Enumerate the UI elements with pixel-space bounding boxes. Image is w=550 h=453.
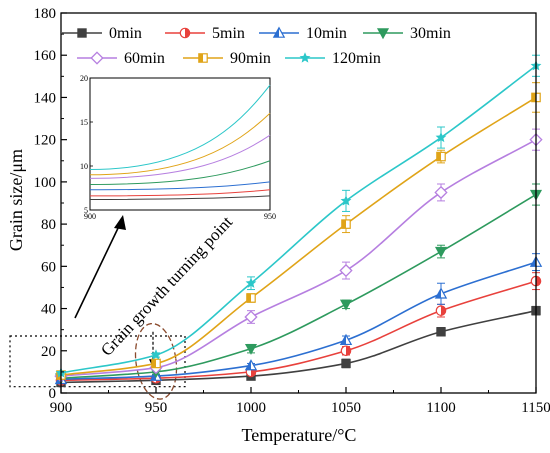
inset-line-30min bbox=[89, 160, 271, 185]
inset-pointer-arrow bbox=[74, 223, 121, 319]
y-axis-title: Grain size/μm bbox=[6, 149, 26, 251]
data-point bbox=[340, 345, 352, 357]
legend-label: 90min bbox=[230, 50, 271, 67]
legend-marker bbox=[376, 28, 390, 40]
legend-marker bbox=[198, 53, 208, 63]
inset-line-90min bbox=[89, 112, 271, 176]
x-tick-label: 950 bbox=[145, 400, 168, 416]
data-point bbox=[150, 349, 162, 360]
legend-marker bbox=[299, 52, 311, 63]
inset-y-tick-label: 20 bbox=[80, 74, 88, 83]
legend-item-5min: 5min bbox=[165, 25, 245, 42]
inset-y-tick-label: 10 bbox=[80, 162, 88, 171]
data-point bbox=[246, 293, 256, 303]
legend-label: 30min bbox=[410, 25, 451, 42]
legend: 0min 5min 10min 30min 60min 90min 120min bbox=[62, 25, 451, 67]
inset-line-60min bbox=[89, 134, 271, 179]
y-tick-label: 80 bbox=[41, 217, 56, 233]
legend-label: 60min bbox=[124, 50, 165, 67]
x-tick-label: 900 bbox=[50, 400, 73, 416]
legend-item-120min: 120min bbox=[285, 50, 381, 67]
inset-frame bbox=[89, 77, 271, 211]
inset-x-tick-label: 950 bbox=[264, 212, 276, 221]
zoom-region-box bbox=[9, 335, 186, 388]
inset-line-10min bbox=[89, 181, 271, 191]
data-point bbox=[434, 246, 448, 258]
x-tick-label: 1150 bbox=[521, 400, 550, 416]
data-point bbox=[244, 359, 258, 371]
y-tick-label: 120 bbox=[34, 133, 57, 149]
data-point bbox=[244, 343, 258, 355]
turning-point-ellipse bbox=[134, 322, 178, 400]
legend-item-60min: 60min bbox=[77, 50, 165, 67]
data-point bbox=[245, 277, 257, 288]
y-tick-label: 180 bbox=[34, 6, 57, 22]
inset-plot: 5 10 15 20 900 950 bbox=[80, 74, 276, 221]
legend-item-10min: 10min bbox=[259, 25, 347, 42]
inset-pointer-arrowhead bbox=[114, 215, 126, 230]
inset-line-0min bbox=[89, 195, 271, 200]
data-point bbox=[434, 287, 448, 299]
legend-marker bbox=[90, 51, 104, 65]
data-point bbox=[340, 195, 352, 206]
legend-item-30min: 30min bbox=[363, 25, 451, 42]
data-point bbox=[244, 310, 258, 324]
series-line-10min bbox=[60, 261, 537, 381]
y-tick-label: 160 bbox=[34, 48, 57, 64]
x-tick-label: 1050 bbox=[331, 400, 361, 416]
legend-label: 120min bbox=[332, 50, 381, 67]
y-tick-label: 0 bbox=[49, 386, 57, 402]
y-tick-label: 100 bbox=[34, 175, 57, 191]
inset-x-tick-label: 900 bbox=[84, 212, 96, 221]
data-point bbox=[339, 263, 353, 278]
data-point bbox=[339, 333, 353, 346]
legend-item-0min: 0min bbox=[62, 25, 142, 42]
data-point bbox=[434, 185, 448, 200]
inset-y-tick-label: 5 bbox=[84, 206, 88, 215]
legend-label: 5min bbox=[212, 25, 245, 42]
inset-y-tick-label: 15 bbox=[80, 118, 88, 127]
data-point bbox=[341, 358, 351, 369]
inset-line-120min bbox=[89, 84, 271, 171]
y-tick-label: 140 bbox=[34, 90, 57, 106]
legend-marker bbox=[272, 26, 286, 38]
data-point bbox=[339, 299, 353, 311]
y-tick-label: 20 bbox=[41, 344, 56, 360]
legend-marker bbox=[77, 28, 87, 38]
main-plot-area: 900 950 1000 1050 1100 1150 0 20 40 60 80 100 120 140… bbox=[9, 6, 550, 416]
data-point bbox=[151, 358, 161, 369]
data-point bbox=[435, 131, 447, 143]
series-line-5min bbox=[60, 280, 537, 382]
data-point bbox=[436, 327, 446, 337]
legend-marker bbox=[179, 27, 191, 39]
x-tick-label: 1100 bbox=[426, 400, 455, 416]
legend-label: 0min bbox=[109, 25, 142, 42]
series-line-30min bbox=[60, 193, 537, 380]
data-point bbox=[341, 219, 351, 229]
data-point bbox=[436, 151, 446, 162]
data-point bbox=[435, 305, 447, 316]
series-line-0min bbox=[60, 309, 537, 384]
legend-item-90min: 90min bbox=[183, 50, 271, 67]
y-tick-label: 40 bbox=[41, 302, 56, 318]
legend-label: 10min bbox=[306, 25, 347, 42]
y-tick-label: 60 bbox=[41, 259, 56, 275]
inset-line-5min bbox=[89, 189, 271, 197]
x-axis-title: Temperature/°C bbox=[242, 425, 357, 445]
x-tick-label: 1000 bbox=[236, 400, 266, 416]
